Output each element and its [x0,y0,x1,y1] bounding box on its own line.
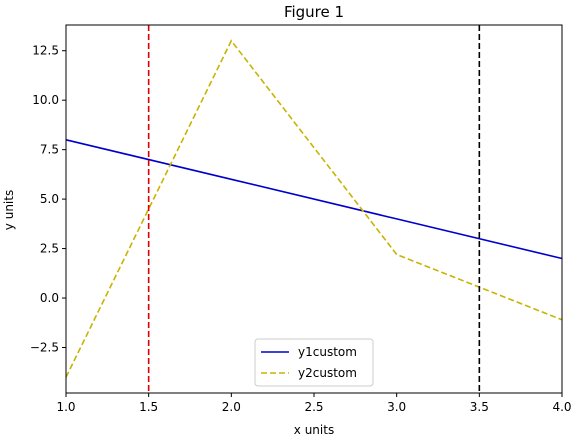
y-axis-label: y units [2,190,16,230]
y-tick-label: 0.0 [40,291,59,305]
x-tick-label: 1.0 [56,400,75,414]
legend-label-y2custom: y2custom [298,366,357,380]
legend-box [254,338,374,387]
plot-area [65,25,563,393]
y-tick-label: 5.0 [40,192,59,206]
chart-title: Figure 1 [284,3,344,21]
x-tick-label: 3.5 [470,400,489,414]
y-tick-label: −2.5 [30,340,59,354]
y-axis: −2.5 0.0 2.5 5.0 7.5 10.0 12.5 [30,44,66,354]
x-axis-label: x units [294,423,334,437]
y-tick-label: 2.5 [40,242,59,256]
x-tick-label: 2.5 [304,400,323,414]
x-tick-label: 2.0 [222,400,241,414]
axes-frame [65,24,563,394]
x-tick-label: 1.5 [139,400,158,414]
y-tick-label: 7.5 [40,143,59,157]
y-tick-label: 10.0 [32,93,59,107]
x-axis: 1.0 1.5 2.0 2.5 3.0 3.5 4.0 [56,393,572,414]
x-tick-label: 4.0 [552,400,571,414]
series-line-y2custom [65,39,563,378]
y-tick-label: 12.5 [32,44,59,58]
legend: y1custom y2custom [254,338,374,387]
legend-label-y1custom: y1custom [298,345,357,359]
x-tick-label: 3.0 [387,400,406,414]
series-line-y1custom [65,139,563,260]
